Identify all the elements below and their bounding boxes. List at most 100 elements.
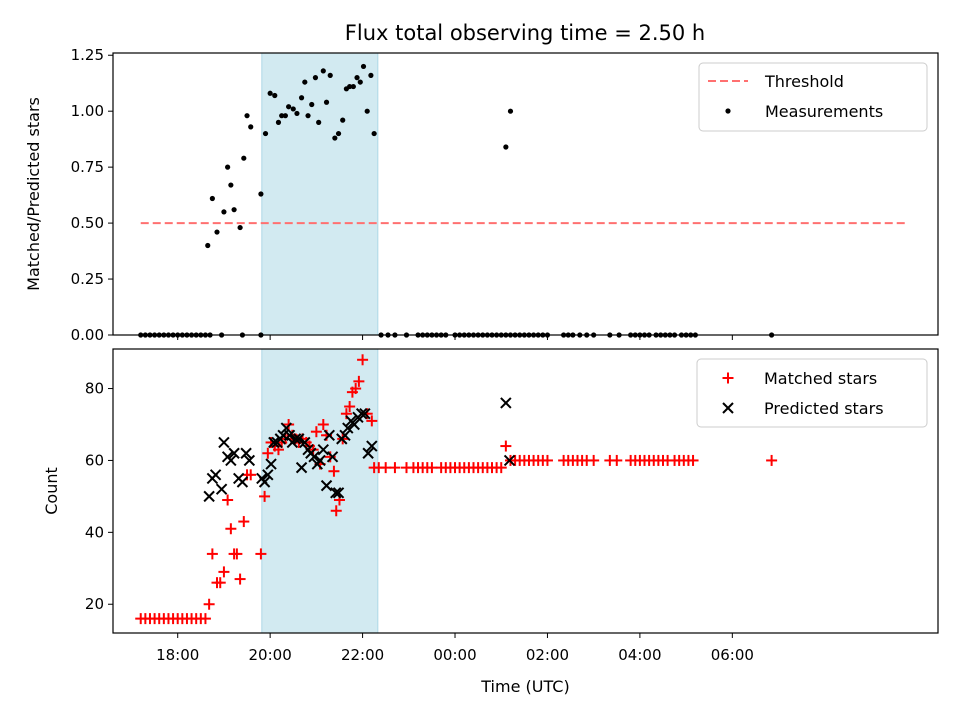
top-y-ticks: 0.00 0.25 0.50 0.75 1.00 1.25 [71,46,113,344]
legend-box [698,62,928,132]
x-tick-label: 20:00 [249,646,292,664]
legend-measurements-swatch [725,108,731,114]
matched-star-point [330,505,342,517]
predicted-star-point [258,476,271,488]
y-tick-label: 1.00 [71,102,104,120]
matched-star-point [218,566,230,578]
measurement-point [231,207,237,213]
matched-star-point [541,454,553,466]
measurement-point [371,130,377,137]
measurement-point [332,135,338,141]
y-tick-label: 60 [85,451,104,469]
measurement-point [302,79,308,85]
measurement-point [335,130,342,137]
predicted-star-point [308,451,320,463]
matched-star-point [238,516,250,528]
measurement-point [262,130,269,137]
top-axes-frame [112,52,939,336]
predicted-star-point [262,469,274,481]
predicted-star-point [314,454,326,467]
predicted-star-point [323,429,336,441]
measurement-point [320,68,326,74]
measurement-point [294,110,300,117]
predicted-star-point [295,461,308,474]
legend-threshold-label: Threshold [764,72,844,91]
measurement-point [323,99,330,105]
matched-star-point [353,375,365,387]
matched-star-point [199,613,211,625]
x-tick-label: 18:00 [156,646,199,664]
predicted-star-point [228,447,240,459]
top-highlight-span [261,52,379,336]
x-tick-label: 04:00 [618,646,661,664]
predicted-star-point [236,476,249,488]
predicted-star-point [209,469,222,481]
measurement-point [354,75,360,81]
predicted-star-point [317,443,330,456]
observing-window-span [261,52,379,336]
y-tick-label: 1.25 [71,46,104,64]
bottom-y-axis-label: Count [42,467,61,515]
predicted-star-point [359,408,371,420]
predicted-star-point [265,458,277,470]
matched-star-point [366,415,378,427]
predicted-star-point [218,436,230,449]
matched-star-point [328,465,340,477]
matched-star-point [495,462,507,474]
predicted-star-point [362,447,374,459]
measurement-point [272,92,278,99]
bottom-highlight-span [261,348,379,634]
predicted-star-point [500,397,512,409]
bottom-y-ticks: 20 40 60 80 [85,380,113,613]
bottom-axes-frame [112,348,939,634]
x-tick-label: 22:00 [341,646,384,664]
predicted-star-point [283,429,296,441]
y-tick-label: 0.00 [71,326,104,344]
predicted-star-point [268,436,280,449]
matched-star-point [611,454,623,466]
bottom-legend: Matched stars Predicted stars [696,358,928,428]
predicted-star-point [280,422,293,434]
x-axis-label: Time (UTC) [480,677,569,696]
y-tick-label: 0.25 [71,270,104,288]
matched-star-point [203,598,215,610]
predicted-star-point [503,454,516,467]
predicted-star-point [203,490,215,503]
measurement-point [205,242,211,249]
predicted-star-point [299,436,311,449]
measurement-point [290,106,296,112]
measurement-point [267,90,273,96]
matched-star-point [350,383,362,395]
matched-star-point [310,426,322,438]
measurement-point [237,224,243,231]
measurement-point [312,75,319,81]
x-tick-label: 06:00 [711,646,754,664]
matched-star-point [317,418,329,430]
y-tick-label: 0.50 [71,214,104,232]
predicted-star-point [355,408,368,420]
matched-star-point [588,454,600,466]
measurement-point [327,72,333,78]
matched-star-point [259,490,271,502]
measurement-point [347,83,353,90]
measurement-point [357,79,363,85]
measurement-point [298,95,305,101]
predicted-star-point [225,454,237,467]
measurement-point [364,108,370,114]
top-panel: 0.00 0.25 0.50 0.75 1.00 1.25 Matched/Predict… [24,46,939,344]
y-tick-label: 80 [85,380,104,398]
legend-matched-swatch [722,372,734,384]
measurement-point [248,124,254,130]
legend-box [696,358,928,428]
matched-star-point [206,548,218,560]
measurement-points [138,63,775,338]
chart-title: Flux total observing time = 2.50 h [345,21,705,45]
matched-star-point [357,354,369,366]
measurement-point [221,209,227,215]
matched-star-point [380,462,392,474]
predicted-star-point [339,429,351,441]
legend-measurements-label: Measurements [765,102,883,121]
y-tick-label: 0.75 [71,158,104,176]
predicted-star-point [289,433,302,445]
matched-star-point [766,454,778,466]
